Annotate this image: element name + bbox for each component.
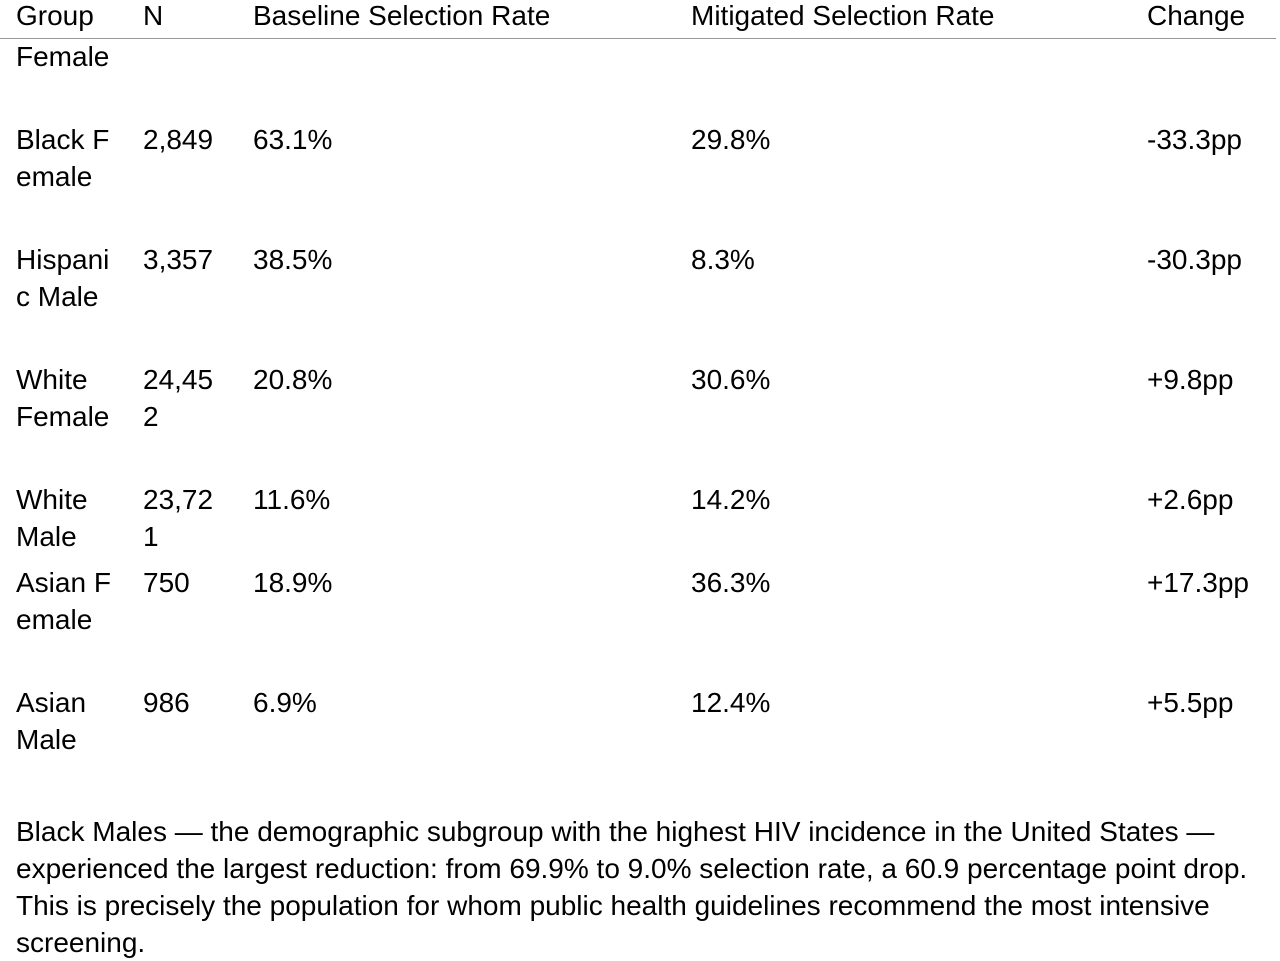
change-cell: +9.8pp bbox=[1147, 364, 1234, 395]
column-header-group: Group bbox=[16, 0, 94, 31]
mitigated-rate-cell: 8.3% bbox=[691, 244, 755, 275]
group-cell: Hispanic Male bbox=[16, 244, 110, 312]
baseline-rate-cell: 11.6% bbox=[253, 484, 331, 515]
group-cell: Asian Male bbox=[16, 687, 87, 755]
column-header-mitigated: Mitigated Selection Rate bbox=[691, 0, 995, 31]
group-cell: Asian Female bbox=[16, 567, 111, 635]
mitigated-rate-cell: 36.3% bbox=[691, 567, 771, 598]
n-cell: 23,721 bbox=[143, 484, 214, 552]
change-cell: +5.5pp bbox=[1147, 687, 1234, 718]
change-cell: -33.3pp bbox=[1147, 124, 1242, 155]
mitigated-rate-cell: 29.8% bbox=[691, 124, 771, 155]
mitigated-rate-cell: 12.4% bbox=[691, 687, 771, 718]
column-header-n: N bbox=[143, 0, 164, 31]
column-header-baseline: Baseline Selection Rate bbox=[253, 0, 551, 31]
baseline-rate-cell: 20.8% bbox=[253, 364, 333, 395]
n-cell: 986 bbox=[143, 687, 190, 718]
baseline-rate-cell: 63.1% bbox=[253, 124, 333, 155]
summary-paragraph: Black Males — the demographic subgroup w… bbox=[16, 816, 1248, 958]
change-cell: +2.6pp bbox=[1147, 484, 1234, 515]
change-cell: -30.3pp bbox=[1147, 244, 1242, 275]
baseline-rate-cell: 38.5% bbox=[253, 244, 333, 275]
column-header-change: Change bbox=[1147, 0, 1246, 31]
baseline-rate-cell: 6.9% bbox=[253, 687, 317, 718]
group-cell: White Male bbox=[16, 484, 88, 552]
group-cell: Black Female bbox=[16, 124, 110, 192]
group-cell: Female bbox=[16, 41, 110, 72]
mitigated-rate-cell: 14.2% bbox=[691, 484, 771, 515]
n-cell: 3,357 bbox=[143, 244, 214, 275]
group-cell: White Female bbox=[16, 364, 110, 432]
baseline-rate-cell: 18.9% bbox=[253, 567, 333, 598]
table-header: Group N Baseline Selection Rate Mitigate… bbox=[0, 0, 1276, 39]
change-cell: +17.3pp bbox=[1147, 567, 1249, 598]
n-cell: 24,452 bbox=[143, 364, 214, 432]
n-cell: 750 bbox=[143, 567, 190, 598]
n-cell: 2,849 bbox=[143, 124, 214, 155]
mitigated-rate-cell: 30.6% bbox=[691, 364, 771, 395]
